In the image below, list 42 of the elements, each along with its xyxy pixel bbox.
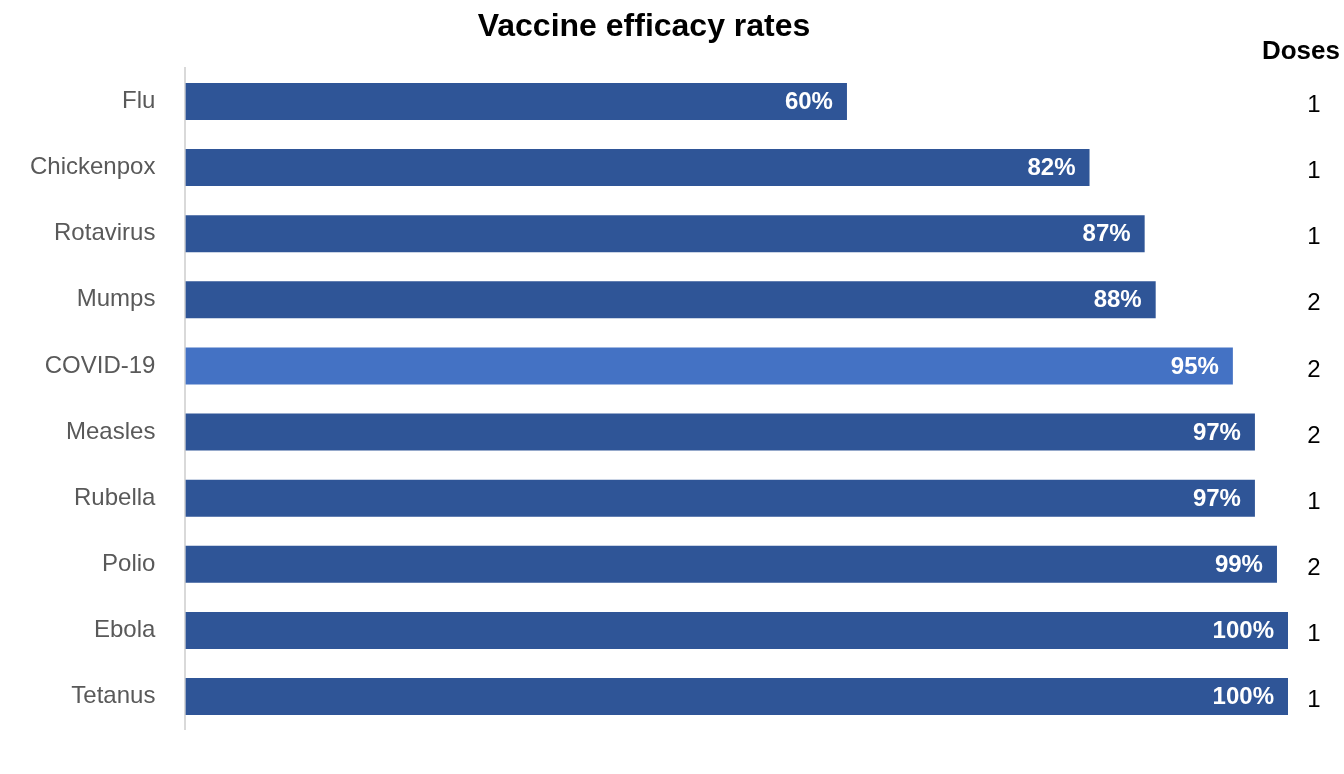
bar — [185, 413, 1255, 451]
chart-title: Vaccine efficacy rates — [477, 7, 811, 44]
y-tick-label: Rotavirus — [54, 218, 156, 246]
data-label: 82% — [1027, 153, 1076, 181]
y-tick-label: Polio — [102, 548, 156, 576]
bar — [185, 611, 1288, 649]
y-tick-label: Flu — [122, 86, 156, 114]
text: 1 — [1307, 90, 1321, 118]
y-tick-label: Tetanus — [71, 681, 156, 709]
data-label: 95% — [1170, 351, 1219, 379]
y-tick-label: Chickenpox — [30, 152, 156, 180]
bar — [185, 678, 1288, 716]
y-tick-label: Measles — [66, 416, 156, 444]
data-label: 60% — [784, 87, 833, 115]
data-label: 99% — [1214, 549, 1263, 577]
bar — [185, 82, 847, 120]
data-label: 100% — [1212, 682, 1274, 710]
y-tick-label: Ebola — [94, 615, 157, 643]
y-tick-label: COVID-19 — [44, 350, 156, 378]
text: 1 — [1307, 619, 1321, 647]
y-tick-label: Rubella — [74, 482, 157, 510]
data-label: 97% — [1192, 417, 1241, 445]
text: 2 — [1307, 288, 1321, 316]
y-tick-label: Mumps — [76, 284, 156, 312]
text: 2 — [1307, 354, 1321, 382]
text: 2 — [1307, 420, 1321, 448]
bar — [185, 479, 1255, 517]
text: 1 — [1307, 486, 1321, 514]
bar — [185, 215, 1145, 253]
data-label: 100% — [1212, 616, 1274, 644]
bar — [185, 545, 1277, 583]
text: 1 — [1307, 222, 1321, 250]
data-label: 87% — [1082, 219, 1131, 247]
data-label: 97% — [1192, 483, 1241, 511]
text: Doses — [1261, 35, 1340, 66]
text: 1 — [1307, 156, 1321, 184]
bar — [185, 149, 1090, 187]
bar — [185, 281, 1156, 319]
data-label: 88% — [1093, 285, 1142, 313]
text: 1 — [1307, 685, 1321, 713]
text: 2 — [1307, 552, 1321, 580]
bar — [185, 347, 1233, 385]
